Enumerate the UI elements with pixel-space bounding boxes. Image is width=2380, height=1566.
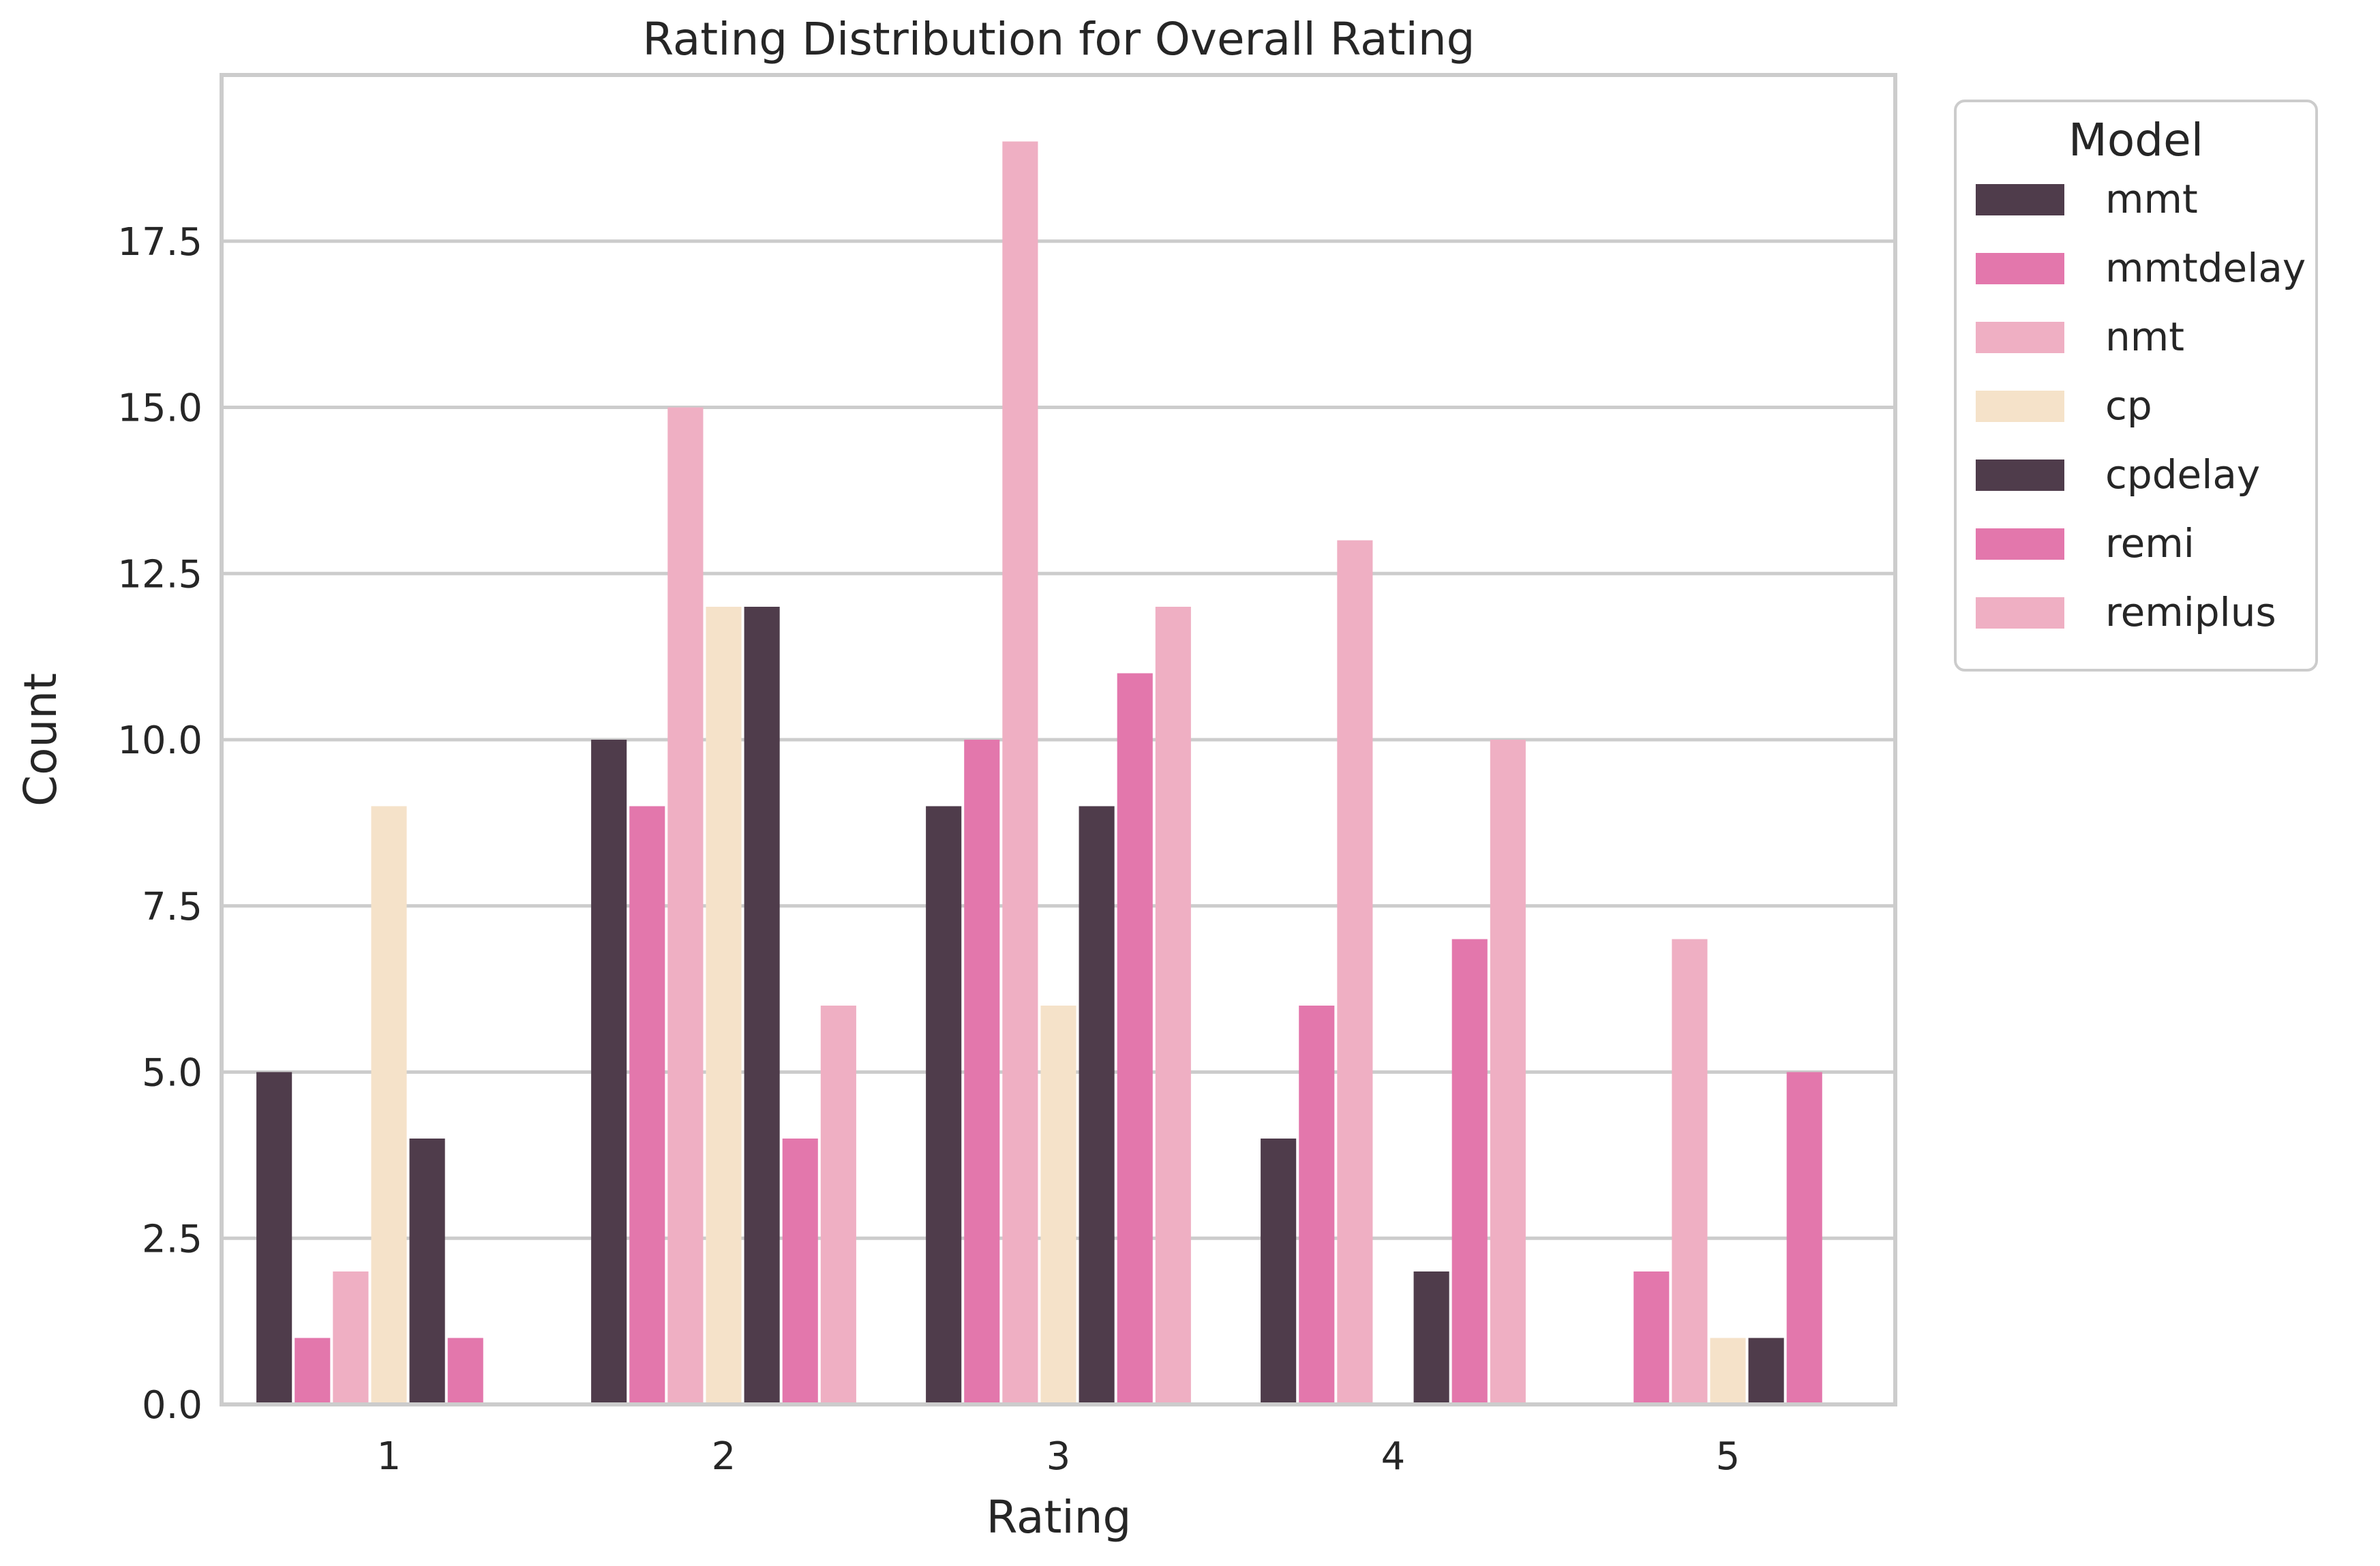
- legend-label-cp: cp: [2105, 382, 2152, 429]
- bar-cpdelay-1: [409, 1139, 445, 1404]
- y-tick-label: 5.0: [142, 1051, 202, 1096]
- legend-swatch-remi: [1976, 528, 2064, 560]
- x-tick-label: 4: [1381, 1434, 1406, 1479]
- bar-cp-3: [1040, 1006, 1076, 1404]
- bar-mmt-4: [1261, 1139, 1297, 1404]
- y-axis-ticks: 0.0 2.5 5.0 7.5 10.0 12.5 15.0 17.5: [117, 220, 202, 1428]
- y-axis-label: Count: [14, 673, 67, 807]
- legend-title: Model: [2068, 114, 2203, 166]
- y-tick-label: 2.5: [142, 1217, 202, 1261]
- legend-items: mmt mmtdelay nmt cp cpdelay remi remiplus: [1976, 176, 2306, 635]
- legend-label-cpdelay: cpdelay: [2105, 451, 2260, 498]
- bar-nmt-5: [1672, 939, 1708, 1404]
- bar-remi-3: [1117, 673, 1153, 1404]
- legend-label-remi: remi: [2105, 520, 2195, 567]
- bar-cpdelay-3: [1079, 806, 1115, 1404]
- legend-swatch-cp: [1976, 391, 2064, 422]
- legend-label-nmt: nmt: [2105, 314, 2184, 360]
- x-tick-label: 3: [1046, 1434, 1071, 1479]
- bar-nmt-2: [667, 407, 704, 1404]
- bar-nmt-4: [1337, 540, 1373, 1404]
- bar-mmtdelay-2: [629, 806, 665, 1404]
- bar-cp-1: [371, 806, 407, 1404]
- y-tick-label: 15.0: [117, 387, 202, 431]
- x-tick-label: 2: [712, 1434, 736, 1479]
- x-axis-label: Rating: [986, 1491, 1132, 1544]
- bar-mmtdelay-5: [1633, 1271, 1670, 1404]
- bar-cpdelay-2: [744, 607, 780, 1404]
- bar-remi-2: [782, 1139, 818, 1404]
- legend-label-mmt: mmt: [2105, 176, 2198, 222]
- bar-mmt-3: [926, 806, 962, 1404]
- bar-mmtdelay-4: [1299, 1006, 1335, 1404]
- chart-title: Rating Distribution for Overall Rating: [642, 13, 1475, 65]
- legend-frame: [1954, 100, 2318, 672]
- bar-cp-5: [1710, 1338, 1746, 1404]
- bar-mmtdelay-3: [964, 740, 1000, 1404]
- legend: Model mmt mmtdelay nmt cp cpdelay remi remiplu…: [1954, 100, 2318, 672]
- legend-swatch-mmtdelay: [1976, 253, 2064, 284]
- bar-cpdelay-5: [1748, 1338, 1784, 1404]
- x-tick-label: 1: [377, 1434, 402, 1479]
- bar-mmt-2: [591, 740, 627, 1404]
- bar-nmt-3: [1002, 141, 1038, 1404]
- bar-remi-5: [1786, 1072, 1822, 1404]
- y-tick-label: 7.5: [142, 885, 202, 929]
- y-tick-label: 0.0: [142, 1383, 202, 1428]
- bars: [256, 141, 1822, 1404]
- bar-mmt-1: [256, 1072, 292, 1404]
- y-tick-label: 12.5: [117, 552, 202, 597]
- bar-remi-4: [1451, 939, 1488, 1404]
- plot-frame: [220, 73, 1897, 1406]
- bar-cp-2: [706, 607, 742, 1404]
- x-tick-label: 5: [1716, 1434, 1741, 1479]
- bar-remiplus-4: [1490, 740, 1526, 1404]
- bar-remi-1: [447, 1338, 483, 1404]
- bar-remiplus-2: [820, 1006, 856, 1404]
- legend-label-mmtdelay: mmtdelay: [2105, 245, 2306, 291]
- legend-swatch-nmt: [1976, 322, 2064, 353]
- bar-cpdelay-4: [1413, 1271, 1449, 1404]
- legend-swatch-remiplus: [1976, 597, 2064, 629]
- bar-mmtdelay-1: [295, 1338, 331, 1404]
- y-tick-label: 17.5: [117, 220, 202, 265]
- y-tick-label: 10.0: [117, 719, 202, 763]
- legend-swatch-cpdelay: [1976, 460, 2064, 491]
- legend-swatch-mmt: [1976, 184, 2064, 215]
- bar-remiplus-3: [1155, 607, 1191, 1404]
- bar-nmt-1: [333, 1271, 369, 1404]
- legend-label-remiplus: remiplus: [2105, 589, 2276, 635]
- x-axis-ticks: 1 2 3 4 5: [377, 1434, 1741, 1479]
